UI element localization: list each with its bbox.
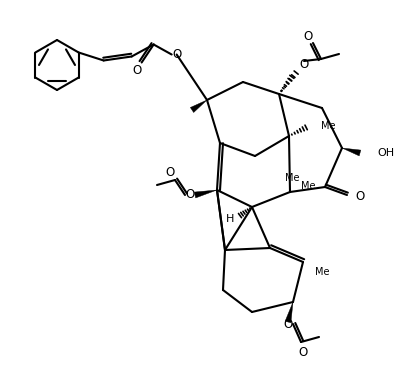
Text: O: O: [356, 191, 365, 203]
Text: O: O: [185, 189, 195, 201]
Text: O: O: [172, 48, 181, 61]
Polygon shape: [285, 302, 293, 323]
Text: Me: Me: [315, 267, 330, 277]
Text: O: O: [132, 64, 141, 77]
Text: Me: Me: [301, 181, 315, 191]
Text: O: O: [303, 31, 313, 43]
Text: Me: Me: [321, 121, 335, 131]
Polygon shape: [194, 190, 217, 198]
Text: H: H: [226, 214, 234, 224]
Text: O: O: [299, 59, 309, 71]
Text: O: O: [165, 166, 175, 180]
Text: O: O: [299, 345, 307, 358]
Text: O: O: [283, 318, 292, 330]
Polygon shape: [190, 100, 207, 113]
Polygon shape: [342, 148, 361, 156]
Text: OH: OH: [377, 148, 394, 158]
Text: Me: Me: [285, 173, 299, 183]
